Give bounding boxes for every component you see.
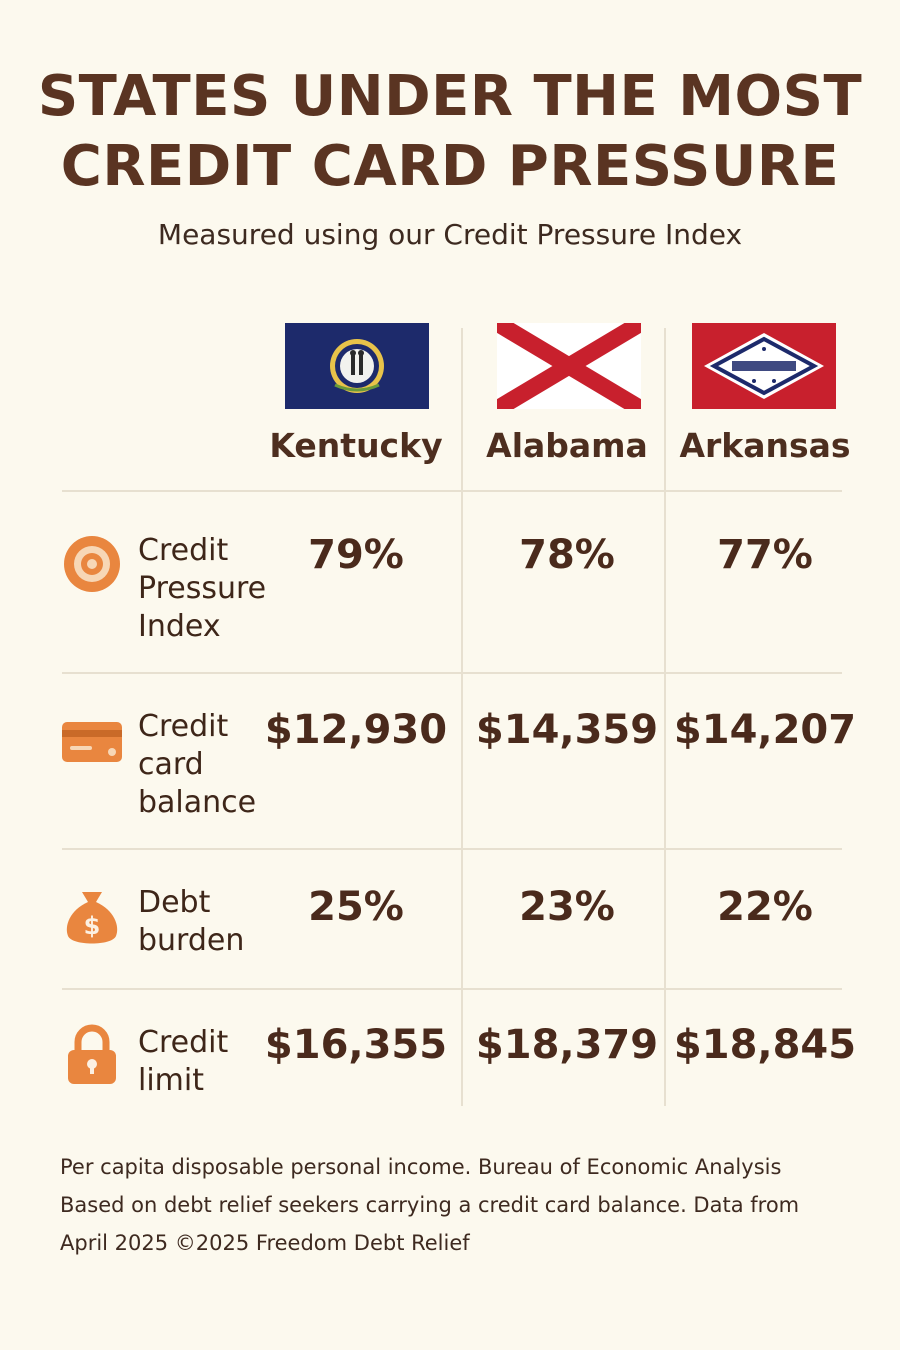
row-label-credit-pressure-index: Credit Pressure Index [138, 532, 278, 646]
cell-arkansas-credit-limit: $18,845 [673, 1022, 857, 1068]
cell-arkansas-credit-pressure-index: 77% [717, 532, 813, 578]
label-line: Pressure [138, 571, 267, 606]
row-label-credit-card-balance: Credit card balance [138, 708, 278, 822]
cell-arkansas-debt-burden: 22% [717, 884, 813, 930]
arkansas-flag [692, 323, 836, 409]
label-line: Credit [138, 1025, 229, 1060]
row-label-debt-burden: Debt burden [138, 884, 278, 960]
cell-alabama-credit-card-balance: $14,359 [475, 707, 659, 753]
target-icon [60, 532, 124, 596]
label-line: Credit [138, 533, 229, 568]
subtitle: Measured using our Credit Pressure Index [157, 218, 743, 251]
row-divider [62, 672, 842, 674]
footnote-line-3: April 2025 ©2025 Freedom Debt Relief [60, 1231, 470, 1255]
title-line-1: STATES UNDER THE MOST [37, 64, 863, 129]
cell-kentucky-credit-card-balance: $12,930 [264, 707, 448, 753]
credit-card-icon [60, 710, 124, 774]
alabama-flag [497, 323, 641, 409]
padlock-icon [60, 1022, 124, 1086]
svg-text:$: $ [84, 912, 101, 940]
cell-kentucky-credit-pressure-index: 79% [308, 532, 404, 578]
page-title: STATES UNDER THE MOST CREDIT CARD PRESSU… [0, 62, 900, 202]
footnote: Per capita disposable personal income. B… [60, 1148, 860, 1262]
kentucky-flag [285, 323, 429, 409]
label-line: Index [138, 609, 221, 644]
cell-alabama-credit-pressure-index: 78% [519, 532, 615, 578]
footnote-line-1: Per capita disposable personal income. B… [60, 1155, 782, 1179]
cell-kentucky-debt-burden: 25% [308, 884, 404, 930]
cell-arkansas-credit-card-balance: $14,207 [673, 707, 857, 753]
footnote-line-2: Based on debt relief seekers carrying a … [60, 1193, 800, 1217]
column-header-kentucky: Kentucky [269, 426, 443, 465]
label-line: balance [138, 785, 257, 820]
column-header-arkansas: Arkansas [679, 426, 851, 465]
label-line: Credit [138, 709, 229, 744]
title-line-2: CREDIT CARD PRESSURE [60, 134, 840, 199]
label-line: limit [138, 1063, 204, 1098]
column-divider [664, 328, 666, 1106]
row-divider [62, 848, 842, 850]
label-line: burden [138, 923, 245, 958]
money-bag-icon: $ [60, 886, 124, 950]
cell-kentucky-credit-limit: $16,355 [264, 1022, 448, 1068]
column-header-alabama: Alabama [486, 426, 648, 465]
row-divider [62, 988, 842, 990]
column-divider [461, 328, 463, 1106]
row-divider [62, 490, 842, 492]
cell-alabama-credit-limit: $18,379 [475, 1022, 659, 1068]
cell-alabama-debt-burden: 23% [519, 884, 615, 930]
label-line: card [138, 747, 204, 782]
row-label-credit-limit: Credit limit [138, 1024, 278, 1100]
label-line: Debt [138, 885, 211, 920]
